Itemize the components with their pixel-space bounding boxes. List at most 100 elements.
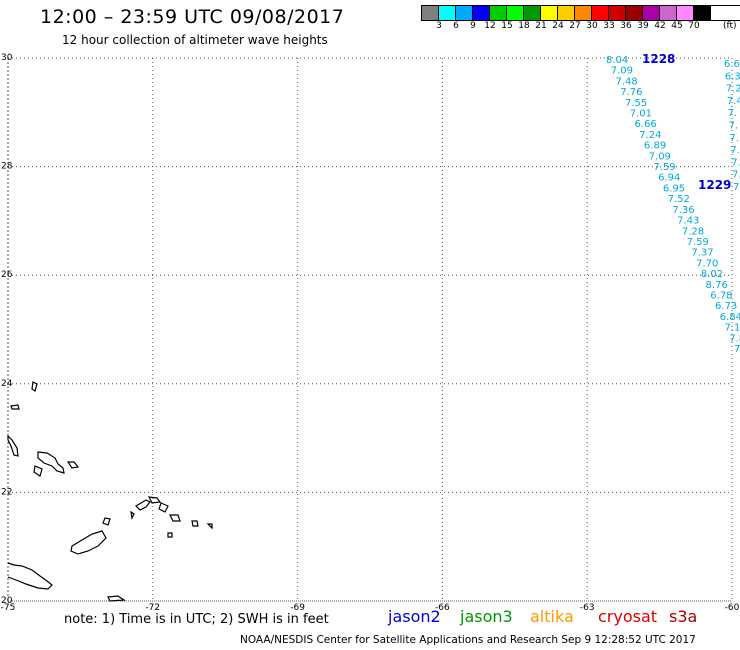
latitude-label: 20 <box>1 596 13 606</box>
legend-swatch <box>643 6 660 20</box>
swh-value-label: 7.52 <box>668 194 690 205</box>
coastline-segment <box>33 465 43 477</box>
legend-swatch <box>558 6 575 20</box>
swh-value-label: 7. <box>729 133 739 144</box>
legend-swatch <box>541 6 558 20</box>
pass-track-1229: 6.66.37.27.47.7.7.7.7.7.7.1229 <box>698 59 740 193</box>
swh-value-label: 7.55 <box>625 98 647 109</box>
coastline-segment <box>206 523 213 530</box>
swh-value-label: 6.73 <box>715 301 737 312</box>
footnote: note: 1) Time is in UTC; 2) SWH is in fe… <box>64 612 329 627</box>
map-title: 12:00 – 23:59 UTC 09/08/2017 <box>40 6 345 28</box>
swh-value-label: 7.59 <box>687 237 709 248</box>
satellite-altika: altika <box>530 607 574 626</box>
legend-tick-label: 18 <box>518 21 530 31</box>
legend-swatch <box>422 6 439 20</box>
legend-tick-label: 15 <box>501 21 513 31</box>
coastline-segment <box>37 451 65 474</box>
coastline-segment <box>10 404 20 410</box>
legend-tick-label: 6 <box>453 21 459 31</box>
pass-track-1228: 8.047.097.487.767.557.016.667.246.897.09… <box>606 52 740 355</box>
legend-tick-label: 9 <box>470 21 476 31</box>
coastline-segment <box>169 514 181 522</box>
swh-value-label: 7.59 <box>653 162 675 173</box>
map-grid <box>7 57 733 602</box>
legend-swatch <box>507 6 524 20</box>
legend-tick-label: 36 <box>620 21 632 31</box>
axis-labels: 30 28 26 24 22 20-75 -72 -69 -66 -63 -60 <box>1 53 740 613</box>
swh-value-label: 7. <box>729 121 739 132</box>
coastline-segment <box>7 562 53 590</box>
coastline-segment <box>31 381 38 392</box>
coastline-segment <box>66 461 80 469</box>
legend-swatch <box>694 6 711 20</box>
swh-value-label: 6.3 <box>725 71 740 82</box>
legend-swatch <box>626 6 643 20</box>
legend-tick-label: 39 <box>637 21 649 31</box>
swh-value-label: 7.36 <box>672 205 694 216</box>
longitude-label: -72 <box>145 603 160 613</box>
coastline <box>7 381 213 602</box>
latitude-label: 26 <box>1 270 13 280</box>
swh-value-label: 7.4 <box>727 96 740 107</box>
swh-value-label: 7. <box>730 145 740 156</box>
legend-swatch <box>677 6 694 20</box>
swh-value-label: 7. <box>732 170 740 181</box>
pass-id-label: 1228 <box>642 52 675 66</box>
color-legend: (ft) 3 6 9 12 15 18 21 24 27 30 33 36 39 42 45 70 <box>421 5 740 33</box>
legend-tick-label: 42 <box>654 21 666 31</box>
swh-value-label: 7.24 <box>639 130 661 141</box>
satellite-cryosat: cryosat <box>598 607 658 626</box>
legend-swatch <box>592 6 609 20</box>
swh-value-label: 6.6 <box>724 59 740 70</box>
swh-value-label: 7. <box>728 108 738 119</box>
swh-value-label: 8.76 <box>706 280 728 291</box>
swh-value-label: 7. <box>734 344 740 355</box>
longitude-label: -66 <box>435 603 450 613</box>
legend-swatch <box>609 6 626 20</box>
swh-value-label: 6.78 <box>710 290 732 301</box>
swh-value-label: 7.28 <box>682 226 704 237</box>
swh-value-label: 7.70 <box>696 258 718 269</box>
legend-tick-label: 21 <box>535 21 547 31</box>
legend-tick-label: 12 <box>484 21 496 31</box>
swh-value-label: 7.8 <box>729 333 740 344</box>
coastline-segment <box>70 530 107 555</box>
coastline-segment <box>167 532 173 538</box>
swh-value-label: 7. <box>731 157 740 168</box>
swh-value-label: 7.1 <box>725 323 740 334</box>
swh-value-label: 6.89 <box>644 141 666 152</box>
coastline-segment <box>107 595 126 602</box>
coastline-segment <box>147 496 162 504</box>
swh-value-label: 6.66 <box>634 119 656 130</box>
legend-swatch <box>490 6 507 20</box>
legend-swatch <box>473 6 490 20</box>
satellite-jason2: jason2 <box>388 607 441 626</box>
legend-swatches <box>421 5 740 21</box>
legend-swatch <box>575 6 592 20</box>
coastline-segment <box>102 517 111 526</box>
swh-value-label: 7.09 <box>649 151 671 162</box>
legend-tick-label: 30 <box>586 21 598 31</box>
longitude-label: -63 <box>580 603 595 613</box>
swh-value-label: 6.94 <box>658 173 680 184</box>
swh-value-label: 7.43 <box>677 216 699 227</box>
legend-ticks: (ft) 3 6 9 12 15 18 21 24 27 30 33 36 39 42 45 70 <box>421 21 740 33</box>
latitude-label: 24 <box>1 379 13 389</box>
legend-swatch <box>439 6 456 20</box>
latitude-label: 28 <box>1 162 13 172</box>
swh-value-label: 7.01 <box>630 109 652 120</box>
legend-swatch <box>524 6 541 20</box>
map-frame <box>7 57 733 602</box>
legend-tick-label: 27 <box>569 21 581 31</box>
legend-tick-label: 24 <box>552 21 564 31</box>
satellite-jason3: jason3 <box>460 607 513 626</box>
latitude-label: 22 <box>1 487 12 497</box>
satellite-s3a: s3a <box>669 607 698 626</box>
map-subtitle: 12 hour collection of altimeter wave hei… <box>62 33 328 47</box>
latitude-label: 30 <box>1 53 13 63</box>
longitude-label: -75 <box>1 603 16 613</box>
longitude-label: -60 <box>725 603 740 613</box>
pass-id-label: 1229 <box>698 178 731 192</box>
